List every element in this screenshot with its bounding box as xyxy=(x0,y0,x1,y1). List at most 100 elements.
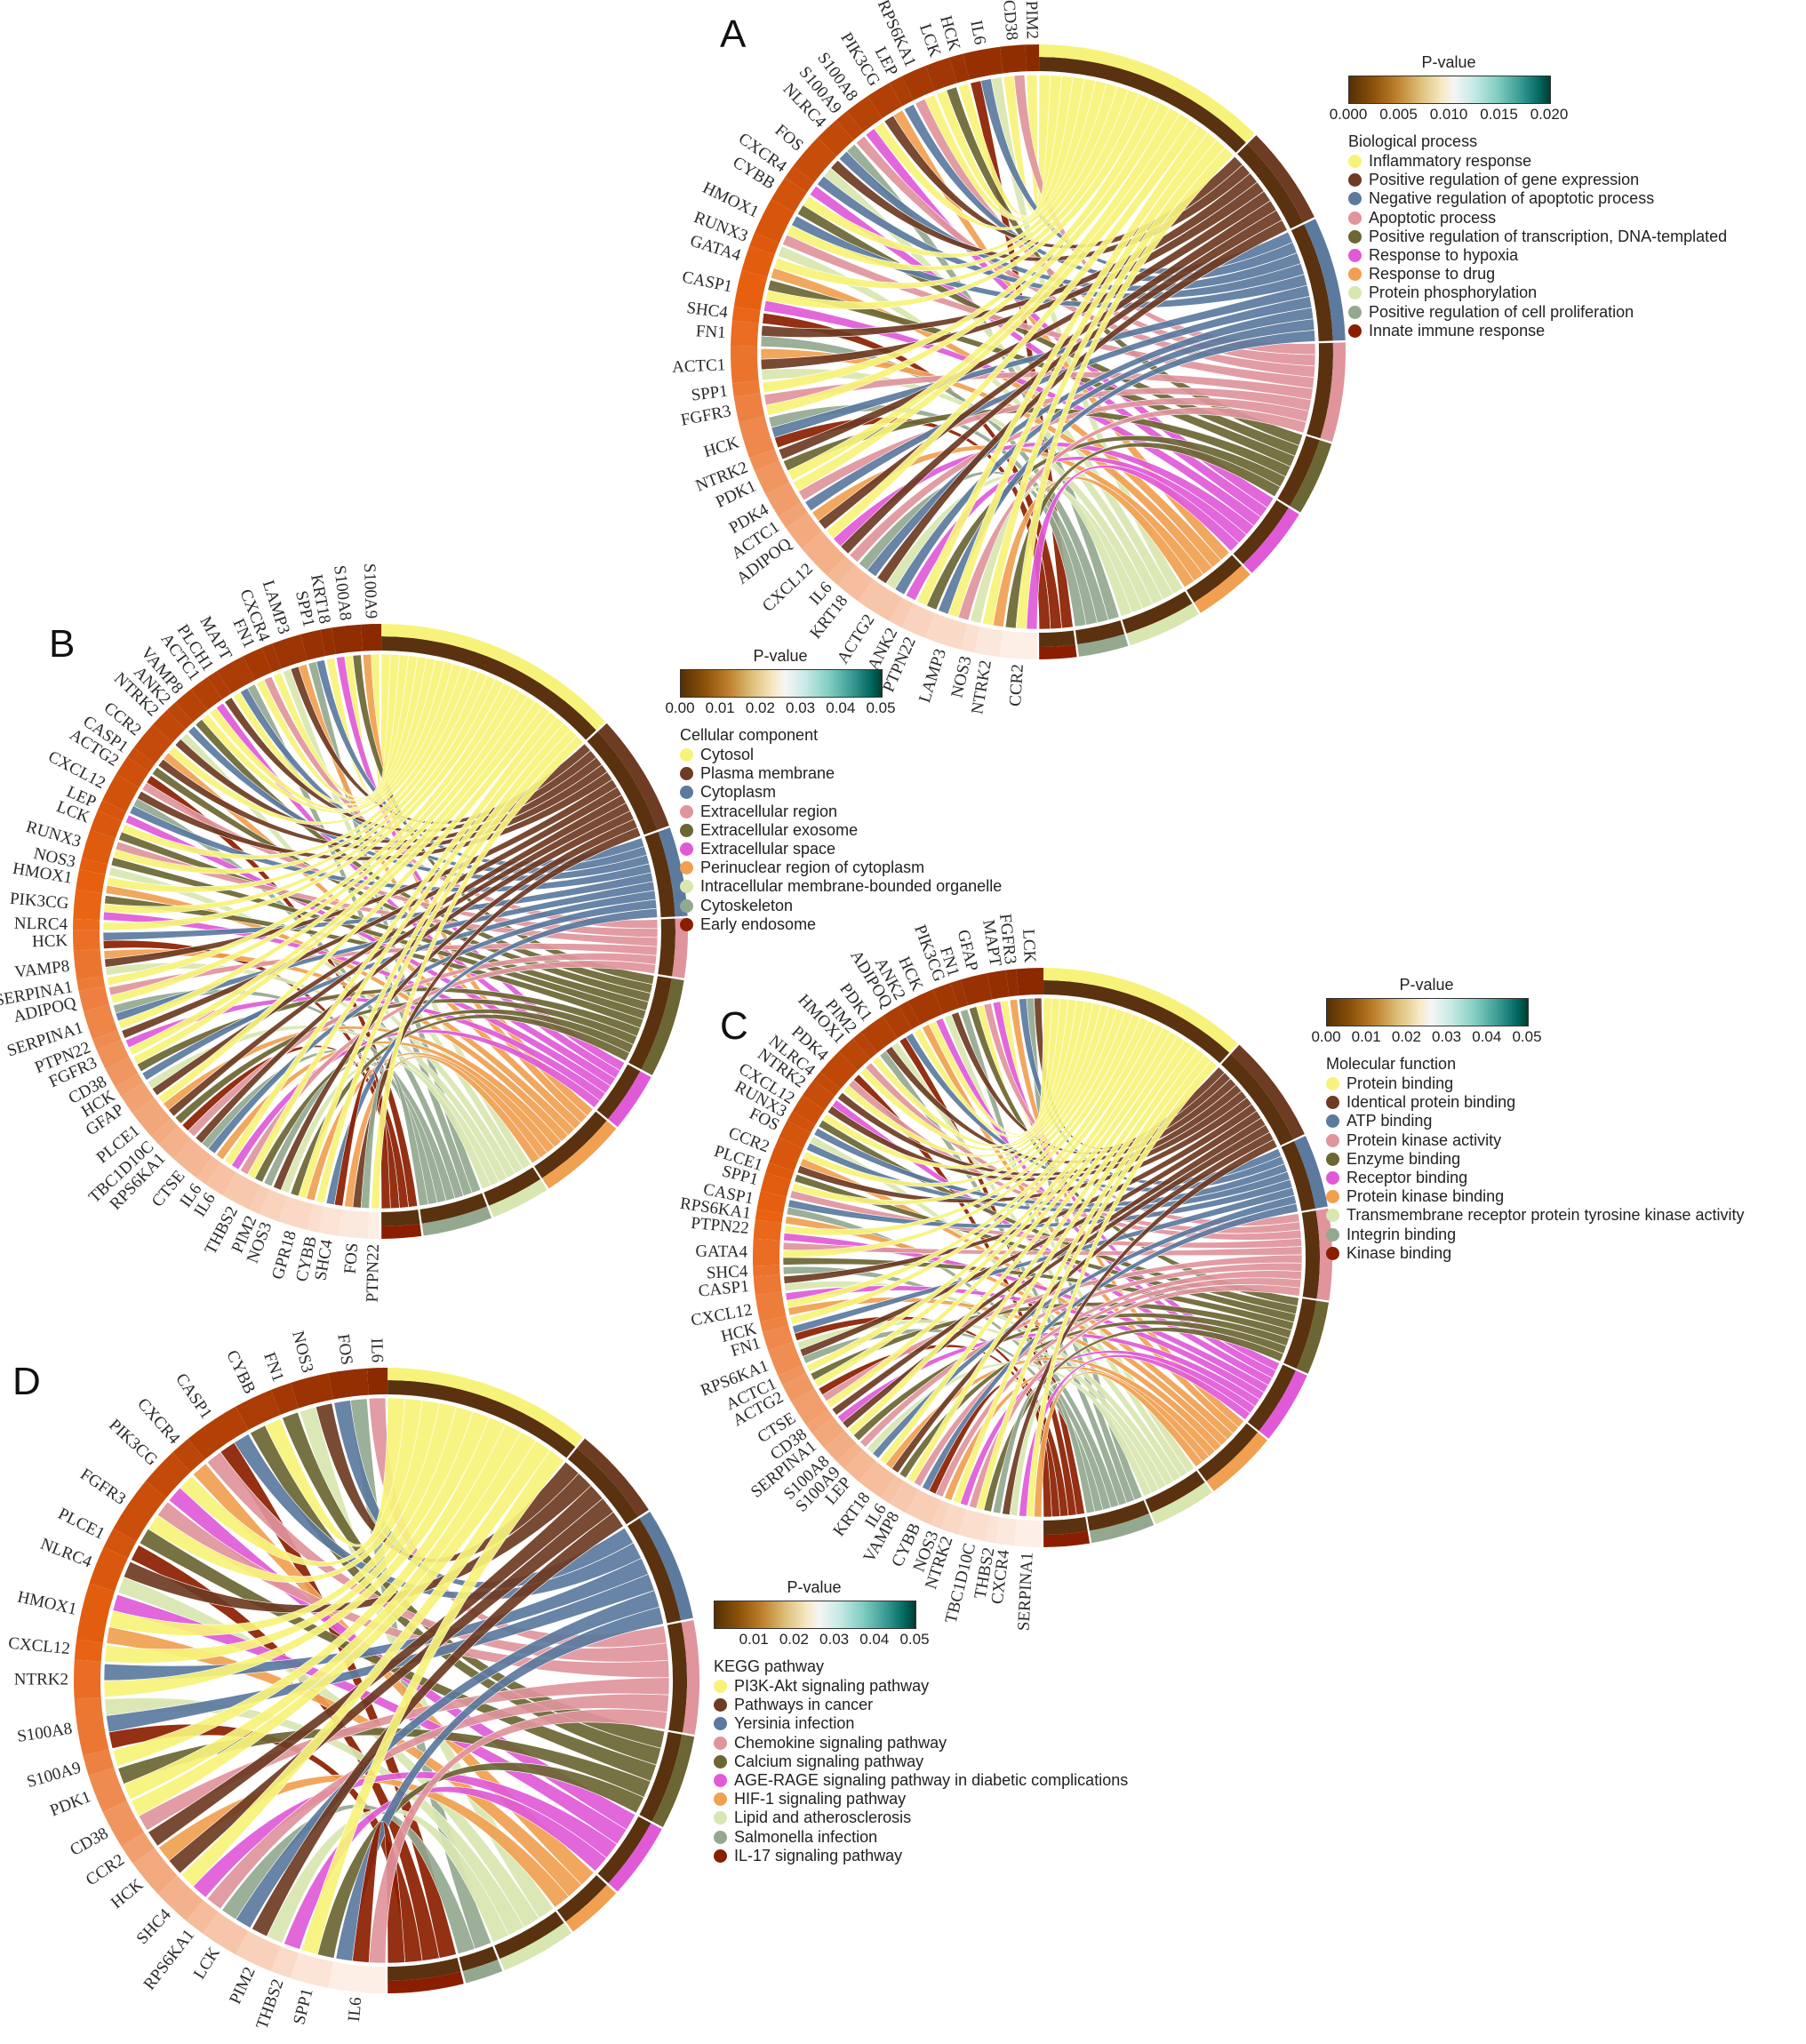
ribbon-plch1 xyxy=(224,697,597,833)
gene-arc xyxy=(963,46,1003,80)
legend-title: Biological process xyxy=(1348,132,1478,150)
gene-label: FN1 xyxy=(260,1350,287,1385)
gene-arc xyxy=(173,1138,213,1178)
ribbon-il6 xyxy=(368,1708,668,1964)
pvalue-band xyxy=(483,1167,540,1206)
term-arc xyxy=(658,827,688,917)
gene-label: CYBB xyxy=(222,1347,259,1397)
legend-dot-icon xyxy=(680,880,693,894)
pvalue-colorbar xyxy=(680,669,883,698)
term-arc xyxy=(1243,507,1299,573)
gene-arc xyxy=(889,76,914,107)
colorbar-title: P-value xyxy=(1399,976,1454,994)
legend-dot-icon xyxy=(1348,286,1362,300)
gene-arc xyxy=(867,83,903,119)
gene-arc xyxy=(74,1697,109,1756)
gene-arc xyxy=(74,1639,103,1662)
ribbon-ptpn22 xyxy=(916,125,1209,607)
legend-label: Plasma membrane xyxy=(700,764,835,783)
gene-arc xyxy=(92,1030,122,1050)
ribbon-gfap xyxy=(151,794,627,1097)
gene-arc xyxy=(113,1481,166,1542)
gene-arc xyxy=(172,1439,205,1473)
gene-arc xyxy=(196,1156,221,1185)
pvalue-band xyxy=(1187,555,1243,603)
legend-item: Salmonella infection xyxy=(714,1828,1128,1847)
pvalue-band xyxy=(1301,1210,1320,1299)
legend-item: Protein phosphorylation xyxy=(1348,283,1727,302)
term-arc xyxy=(388,1971,464,1993)
gene-arc xyxy=(985,1515,1000,1544)
gene-arc xyxy=(88,1768,127,1813)
gene-arc xyxy=(786,513,823,549)
term-arc xyxy=(1230,1044,1305,1139)
colorbar-tick: 0.005 xyxy=(1379,106,1418,123)
ribbon-cxcl12 xyxy=(826,119,1200,539)
legend-item: Protein kinase binding xyxy=(1326,1187,1745,1206)
legend-item: Protein kinase activity xyxy=(1326,1131,1745,1150)
legend-item: Enzyme binding xyxy=(1326,1150,1745,1169)
term-arc xyxy=(388,1368,584,1448)
ribbon-il6 xyxy=(224,711,557,1166)
gene-arc xyxy=(361,624,382,651)
legend-item: Yersinia infection xyxy=(714,1714,1128,1733)
term-arc xyxy=(1296,1300,1330,1374)
gene-arc xyxy=(792,1095,825,1125)
colorbar-ticks: 0.01 0.02 0.03 0.04 0.05 xyxy=(714,1629,930,1649)
legend-dot-icon xyxy=(1348,173,1362,188)
gene-arc xyxy=(76,869,106,893)
colorbar-tick: 0.03 xyxy=(786,699,816,716)
legend-label: Cytoskeleton xyxy=(700,896,794,914)
legend-label: Integrin binding xyxy=(1347,1225,1457,1243)
ribbon-il6 xyxy=(849,397,1310,563)
gene-label: NOS3 xyxy=(288,1329,316,1375)
legend-dot-icon xyxy=(714,1754,727,1769)
ribbon-fos xyxy=(816,175,1305,299)
ribbon-s100a8 xyxy=(873,80,1107,230)
gene-arc xyxy=(987,970,1010,1000)
gene-label: S100A9 xyxy=(360,563,380,619)
ribbon-cybb xyxy=(922,1202,1299,1491)
ribbon-hmox1 xyxy=(106,671,488,893)
ribbon-actg2 xyxy=(813,1027,1171,1388)
gene-arc xyxy=(768,1137,803,1172)
gene-label: IL6 xyxy=(966,19,989,46)
ribbon-vamp8 xyxy=(907,1044,1199,1483)
ribbon-spp1 xyxy=(316,1761,644,1959)
ribbon-rps6ka1 xyxy=(924,78,1096,221)
ribbon-casp1 xyxy=(765,92,1150,310)
legend-dot-icon xyxy=(1326,1096,1339,1110)
gene-label: NLRC4 xyxy=(14,914,68,934)
gene-arc xyxy=(145,1452,191,1498)
pvalue-band xyxy=(587,731,658,835)
legend-label: Response to drug xyxy=(1369,265,1496,283)
ribbon-serpina1 xyxy=(1026,1059,1219,1518)
legend-label: Extracellular exosome xyxy=(700,820,859,839)
gene-arc xyxy=(121,1082,155,1114)
gene-arc xyxy=(236,1930,281,1972)
ribbon-hck xyxy=(957,75,1074,218)
ribbon-ctse xyxy=(826,1031,1179,1409)
legend-item: Integrin binding xyxy=(1326,1226,1745,1244)
pvalue-band xyxy=(1220,1053,1294,1146)
legend-title: KEGG pathway xyxy=(714,1657,825,1675)
gene-label: PIM2 xyxy=(1022,1,1042,40)
legend-dot-icon xyxy=(680,917,693,931)
colorbar-ticks: 0.000 0.005 0.010 0.015 0.020 xyxy=(1330,104,1569,124)
legend-dot-icon xyxy=(714,1736,727,1750)
gene-arc xyxy=(901,603,936,638)
gene-arc xyxy=(827,556,856,586)
legend-label: Positive regulation of transcription, DN… xyxy=(1369,227,1728,245)
legend-label: Innate immune response xyxy=(1369,321,1546,339)
gene-arc xyxy=(300,629,326,660)
gene-arc xyxy=(974,627,1003,658)
gene-arc xyxy=(925,612,968,650)
legend-item: Extracellular space xyxy=(680,840,1002,858)
colorbar-tick: 0.015 xyxy=(1480,106,1518,123)
gene-label: NLRC4 xyxy=(37,1535,94,1572)
ribbon-pik3cg xyxy=(944,1014,1195,1473)
gene-label: HCK xyxy=(32,931,68,951)
gene-arc xyxy=(366,1368,388,1395)
gene-arc xyxy=(860,1016,898,1053)
chord-panel-d: IL6FOSNOS3FN1CYBBCASP1CXCR4PIK3CGFGFR3PL… xyxy=(7,1329,700,2032)
